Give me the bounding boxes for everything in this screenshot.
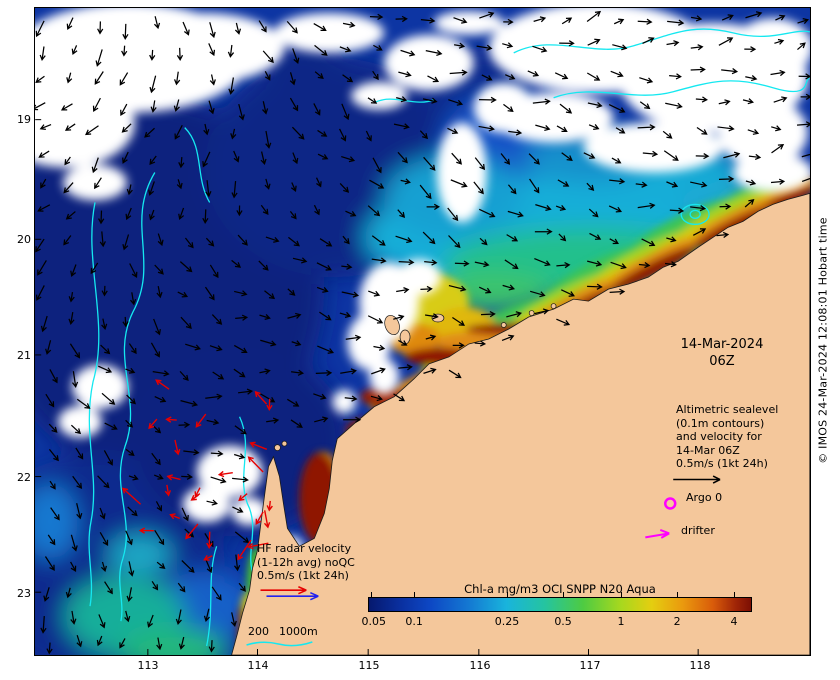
- altimetric-note: Altimetric sealevel (0.1m contours) and …: [676, 403, 778, 471]
- hf-reference-arrow-red-icon: [260, 585, 307, 595]
- colorbar-tick-label: 2: [673, 615, 681, 628]
- bathymetry-legend-line-icon: [246, 641, 313, 647]
- ocean-map: [34, 7, 811, 656]
- y-axis-tick-label: 20: [17, 233, 31, 246]
- colorbar-tick-label: 0.5: [554, 615, 572, 628]
- copyright-line: © IMOS 24-Mar-2024 12:08:01 Hobart time: [816, 216, 830, 464]
- x-axis-tick-label: 118: [689, 659, 711, 672]
- hf-radar-note: HF radar velocity (1-12h avg) noQC 0.5m/…: [257, 542, 355, 583]
- depth-label-200: 200: [248, 625, 269, 638]
- copyright-text: © IMOS 24-Mar-2024 12:08:01 Hobart time: [808, 0, 838, 680]
- hf-note-line: (1-12h avg) noQC: [257, 555, 355, 569]
- date-label: 14-Mar-2024 06Z: [660, 336, 784, 370]
- y-axis-tick-label: 22: [17, 471, 31, 484]
- colorbar-tick-label: 0.1: [405, 615, 423, 628]
- altimetric-note-line: (0.1m contours): [676, 416, 765, 430]
- cloud-layer: [35, 8, 810, 557]
- altimetric-note-line: and velocity for: [676, 430, 762, 443]
- x-axis-tick-label: 113: [137, 659, 159, 672]
- depth-label-1000m: 1000m: [279, 625, 318, 638]
- drifter-label: drifter: [681, 524, 715, 537]
- x-axis-ticks: [147, 649, 699, 655]
- hf-reference-arrow-blue-icon: [266, 591, 319, 601]
- colorbar-tick-label: 0.05: [361, 615, 387, 628]
- colorbar-title: Chl-a mg/m3 OCI SNPP N20 Aqua: [464, 582, 656, 596]
- colorbar-tick-label: 0.25: [494, 615, 520, 628]
- argo-label: Argo 0: [686, 491, 723, 504]
- colorbar-tick-label: 1: [617, 615, 625, 628]
- x-axis-tick-label: 114: [247, 659, 269, 672]
- colorbar-top-ticks: [368, 592, 752, 597]
- date-line1: 14-Mar-2024: [680, 337, 764, 352]
- islands: [274, 303, 557, 451]
- colorbar-tick-label: 4: [730, 615, 738, 628]
- y-axis-ticks: [35, 119, 42, 593]
- x-axis-tick-label: 115: [358, 659, 380, 672]
- hf-radar-velocity-arrows: [121, 379, 273, 561]
- colorbar-tick-labels: 0.05 0.1 0.25 0.5 1 2 4: [362, 615, 752, 628]
- x-axis-tick-label: 117: [579, 659, 601, 672]
- altimetric-velocity-arrows: [35, 10, 810, 655]
- altimetric-reference-arrow-icon: [673, 475, 721, 484]
- drifter-arrow-icon: [645, 528, 670, 539]
- legend-symbols: [35, 119, 721, 655]
- date-line2: 06Z: [709, 354, 735, 369]
- altimetric-note-line: 0.5m/s (1kt 24h): [676, 457, 768, 470]
- x-axis-tick-label: 116: [469, 659, 491, 672]
- altimetric-note-line: Altimetric sealevel: [676, 403, 779, 416]
- colorbar: [368, 597, 752, 612]
- y-axis-tick-label: 19: [17, 113, 31, 126]
- hf-note-line: 0.5m/s (1kt 24h): [257, 569, 349, 582]
- y-axis-tick-label: 23: [17, 587, 31, 600]
- y-axis-tick-label: 21: [17, 349, 31, 362]
- argo-circle-icon: [664, 497, 677, 510]
- altimetric-note-line: 14-Mar 06Z: [676, 443, 740, 457]
- hf-note-line: HF radar velocity: [257, 542, 352, 555]
- landmass: [231, 192, 810, 655]
